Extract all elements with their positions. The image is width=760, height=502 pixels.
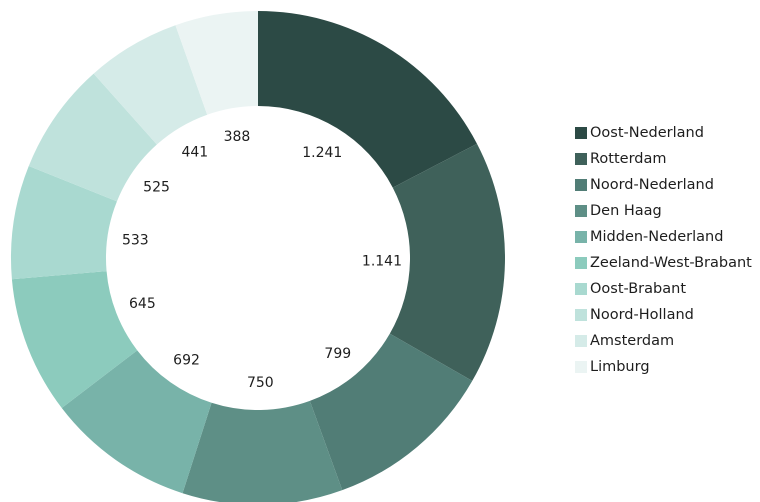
chart-legend: Oost-Nederland Rotterdam Noord-Nederland De…: [575, 120, 752, 380]
legend-item: Zeeland-West-Brabant: [575, 250, 752, 276]
slice-value-label: 645: [129, 296, 156, 312]
legend-label: Zeeland-West-Brabant: [590, 255, 752, 271]
slice-value-label: 533: [122, 233, 149, 249]
donut-slice-noord-nederland: [309, 333, 473, 491]
legend-swatch: [575, 205, 587, 217]
legend-swatch: [575, 127, 587, 139]
donut-slice-midden-nederland: [61, 350, 212, 494]
legend-swatch: [575, 335, 587, 347]
slice-value-label: 1.241: [302, 145, 342, 161]
slice-value-label: 441: [181, 144, 208, 160]
legend-label: Noord-Nederland: [590, 177, 714, 193]
legend-item: Midden-Nederland: [575, 224, 752, 250]
legend-label: Limburg: [590, 359, 650, 375]
legend-label: Den Haag: [590, 203, 662, 219]
slice-value-label: 525: [143, 180, 170, 196]
legend-item: Den Haag: [575, 198, 752, 224]
legend-label: Oost-Nederland: [590, 125, 704, 141]
donut-chart: 1.241 1.141 799 750 692 645 533 525 441 388: [10, 11, 505, 502]
legend-swatch: [575, 283, 587, 295]
legend-label: Midden-Nederland: [590, 229, 724, 245]
legend-item: Amsterdam: [575, 328, 752, 354]
legend-swatch: [575, 257, 587, 269]
legend-label: Oost-Brabant: [590, 281, 686, 297]
donut-slice-amsterdam: [93, 25, 208, 145]
legend-swatch: [575, 361, 587, 373]
legend-item: Noord-Nederland: [575, 172, 752, 198]
slice-value-label: 799: [324, 346, 351, 362]
donut-slice-oost-nederland: [258, 11, 477, 188]
donut-slice-limburg: [175, 11, 258, 115]
slice-value-label: 388: [224, 129, 251, 145]
legend-swatch: [575, 153, 587, 165]
legend-item: Rotterdam: [575, 146, 752, 172]
legend-item: Oost-Brabant: [575, 276, 752, 302]
legend-item: Oost-Nederland: [575, 120, 752, 146]
legend-item: Noord-Holland: [575, 302, 752, 328]
legend-label: Noord-Holland: [590, 307, 694, 323]
legend-swatch: [575, 179, 587, 191]
donut-slice-oost-brabant: [10, 165, 117, 280]
slice-value-label: 1.141: [362, 253, 402, 269]
donut-slice-rotterdam: [389, 143, 505, 381]
legend-item: Limburg: [575, 354, 752, 380]
slice-value-label: 750: [247, 375, 274, 391]
legend-label: Amsterdam: [590, 333, 675, 349]
donut-slice-noord-holland: [28, 73, 157, 202]
slice-value-label: 692: [173, 352, 200, 368]
donut-slice-den-haag: [182, 400, 343, 502]
legend-label: Rotterdam: [590, 151, 667, 167]
donut-slice-zeeland-west-brabant: [11, 271, 138, 409]
legend-swatch: [575, 231, 587, 243]
legend-swatch: [575, 309, 587, 321]
